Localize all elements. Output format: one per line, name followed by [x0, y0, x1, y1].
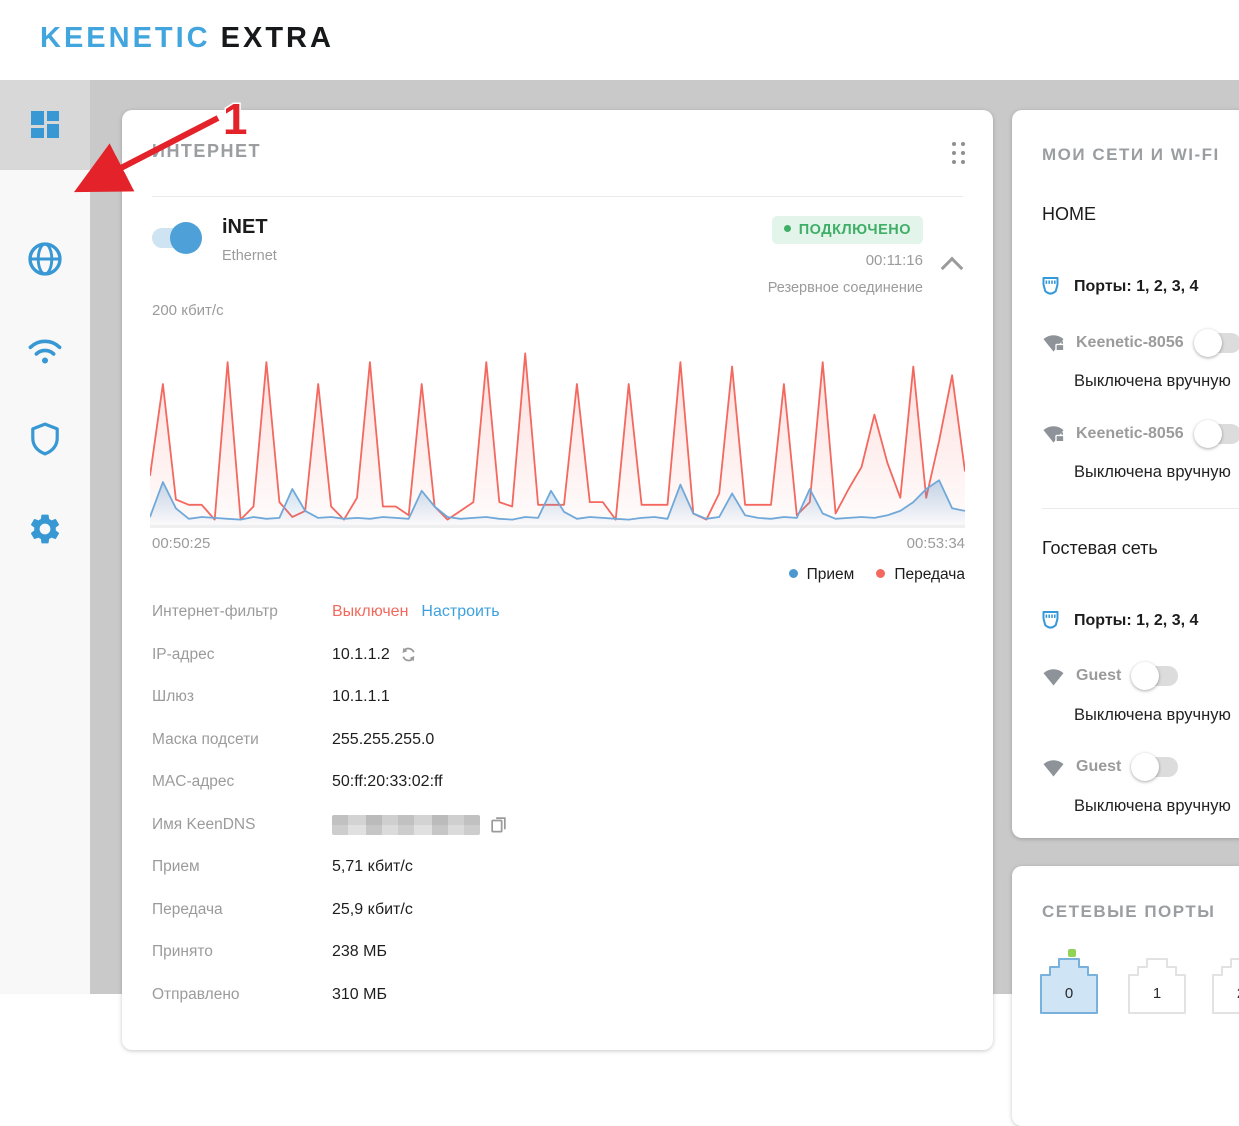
- wifi-row-home-24: Keenetic-8056: [1042, 328, 1239, 357]
- chevron-up-icon[interactable]: [940, 256, 964, 280]
- wifi-row-guest-5: Guest: [1042, 753, 1179, 781]
- detail-row-mask: Маска подсети 255.255.255.0: [152, 730, 435, 748]
- section-home-title: HOME: [1042, 204, 1096, 224]
- status-badge: ПОДКЛЮЧЕНО: [771, 216, 923, 244]
- dashboard-icon: [31, 111, 59, 138]
- toggle-knob: [170, 222, 202, 254]
- detail-row-filter: Интернет-фильтр Выключен Настроить: [152, 603, 500, 620]
- detail-row-sent: Отправлено 310 МБ: [152, 985, 387, 1003]
- networks-card: МОИ СЕТИ И WI-FI HOME Порты: 1, 2, 3, 4 …: [1012, 110, 1239, 838]
- port-1[interactable]: 1: [1128, 958, 1186, 1014]
- globe-icon: [28, 242, 62, 276]
- configure-link[interactable]: Настроить: [421, 603, 500, 620]
- detail-row-mac: MAC-адрес 50:ff:20:33:02:ff: [152, 773, 443, 790]
- ethernet-plug-icon: [1042, 277, 1059, 295]
- wifi-toggle-home-5[interactable]: [1193, 419, 1239, 448]
- home-ports-label: Порты: 1, 2, 3, 4: [1074, 278, 1199, 295]
- traffic-chart: [150, 352, 965, 528]
- sidebar-item-security[interactable]: [0, 394, 90, 484]
- internet-card-title: ИНТЕРНЕТ: [152, 141, 261, 161]
- status-dot-icon: [783, 225, 791, 232]
- chart-ymax-label: 200 кбит/с: [152, 302, 224, 319]
- wifi-row-guest-24: Guest: [1042, 662, 1179, 690]
- legend-dot-tx: [876, 569, 886, 578]
- wifi-icon: [1043, 668, 1064, 686]
- wifi-status-home-5: Выключена вручную: [1074, 463, 1231, 481]
- ssid-home-24: Keenetic-8056: [1076, 333, 1184, 351]
- networks-card-title: МОИ СЕТИ И WI-FI: [1042, 145, 1220, 164]
- port-0[interactable]: 0: [1040, 958, 1098, 1014]
- ssid-guest-5: Guest: [1076, 758, 1122, 775]
- connection-details: Интернет-фильтр Выключен Настроить IP-ад…: [152, 599, 965, 1024]
- divider: [1042, 508, 1239, 509]
- sidebar-item-internet[interactable]: [0, 214, 90, 304]
- legend-item-tx: Передача: [876, 566, 965, 584]
- wifi-lock-icon: [1043, 426, 1065, 443]
- internet-card: ИНТЕРНЕТ iNET Ethernet ПОДКЛЮЧЕНО 00:11:…: [122, 110, 993, 1050]
- home-ports-row: Порты: 1, 2, 3, 4: [1042, 276, 1198, 298]
- renew-ip-icon[interactable]: [399, 645, 418, 664]
- wifi-row-home-5: Keenetic-8056: [1042, 419, 1239, 448]
- detail-row-rx-rate: Прием 5,71 кбит/с: [152, 858, 413, 875]
- filter-state: Выключен: [332, 603, 409, 620]
- guest-ports-label: Порты: 1, 2, 3, 4: [1074, 612, 1199, 629]
- drag-handle-icon[interactable]: [952, 142, 965, 164]
- wifi-toggle-home-24[interactable]: [1193, 328, 1239, 357]
- inet-toggle[interactable]: [152, 222, 202, 254]
- chart-start-time: 00:50:25: [152, 535, 211, 552]
- ssid-home-5: Keenetic-8056: [1076, 424, 1184, 442]
- wifi-status-guest-24: Выключена вручную: [1074, 706, 1231, 724]
- detail-row-received: Принято 238 МБ: [152, 943, 387, 960]
- sidebar-item-dashboard[interactable]: [0, 80, 90, 170]
- legend-item-rx: Прием: [788, 566, 854, 584]
- connection-note: Резервное соединение: [767, 280, 923, 296]
- copy-icon[interactable]: [489, 815, 508, 834]
- divider: [152, 196, 963, 197]
- wifi-status-home-24: Выключена вручную: [1074, 372, 1231, 390]
- sidebar-item-settings[interactable]: [0, 484, 90, 574]
- detail-row-gateway: Шлюз 10.1.1.1: [152, 688, 390, 705]
- detail-row-tx-rate: Передача 25,9 кбит/с: [152, 900, 413, 918]
- connection-type: Ethernet: [222, 248, 277, 264]
- wifi-icon: [28, 339, 62, 364]
- port-activity-led: [1068, 949, 1076, 957]
- detail-row-ip: IP-адрес 10.1.1.2: [152, 642, 965, 668]
- redacted-keendns-value: [332, 814, 480, 835]
- wifi-lock-icon: [1043, 335, 1065, 352]
- uptime-value: 00:11:16: [865, 252, 923, 269]
- chart-x-axis: 00:50:25 00:53:34: [152, 535, 965, 552]
- brand-secondary: EXTRA: [220, 22, 334, 54]
- shield-icon: [31, 422, 59, 456]
- wifi-toggle-guest-24[interactable]: [1131, 662, 1179, 690]
- connection-name[interactable]: iNET: [222, 216, 268, 238]
- sidebar-nav: [0, 80, 90, 994]
- wifi-icon: [1043, 759, 1064, 777]
- brand-logo: KEENETIC EXTRA: [40, 22, 334, 55]
- legend-dot-rx: [788, 569, 798, 578]
- sidebar-item-wifi[interactable]: [0, 304, 90, 394]
- ssid-guest-24: Guest: [1076, 667, 1122, 684]
- wifi-toggle-guest-5[interactable]: [1131, 753, 1179, 781]
- chart-end-time: 00:53:34: [906, 535, 965, 552]
- chart-legend: Прием Передача: [788, 566, 965, 584]
- network-ports-card: СЕТЕВЫЕ ПОРТЫ 0 1 2: [1012, 866, 1239, 1126]
- wifi-status-guest-5: Выключена вручную: [1074, 797, 1231, 815]
- app-header: KEENETIC EXTRA: [0, 0, 1239, 80]
- port-2[interactable]: 2: [1212, 958, 1239, 1014]
- ports-card-title: СЕТЕВЫЕ ПОРТЫ: [1042, 902, 1216, 921]
- brand-primary: KEENETIC: [40, 22, 211, 54]
- gear-icon: [30, 514, 60, 544]
- section-guest-title: Гостевая сеть: [1042, 538, 1158, 558]
- ethernet-plug-icon: [1042, 611, 1059, 629]
- guest-ports-row: Порты: 1, 2, 3, 4: [1042, 610, 1198, 632]
- detail-row-keendns: Имя KeenDNS: [152, 812, 965, 838]
